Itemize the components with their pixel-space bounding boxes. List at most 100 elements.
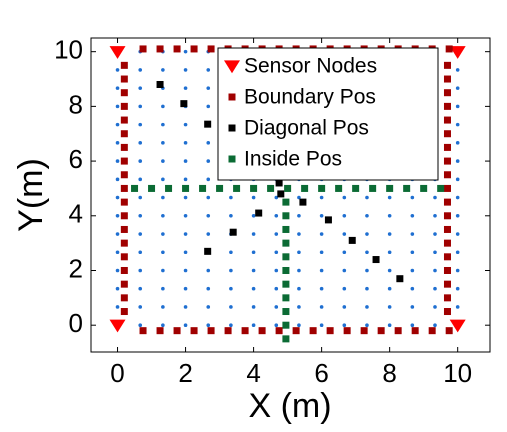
grid-dot — [433, 305, 437, 309]
triangle-marker — [449, 319, 466, 333]
grid-dot — [455, 86, 460, 90]
grid-dot — [183, 323, 188, 327]
grid-dot — [183, 49, 188, 54]
grid-dot — [183, 177, 188, 182]
grid-dot — [206, 268, 211, 273]
grid-dot — [183, 195, 188, 200]
grid-dot — [387, 250, 392, 255]
square-marker — [282, 321, 290, 329]
grid-dot — [433, 268, 437, 273]
grid-dot — [251, 268, 256, 273]
legend-label: Boundary Pos — [244, 86, 376, 109]
square-marker — [377, 327, 385, 335]
grid-dot — [183, 122, 188, 127]
grid-dot — [387, 232, 392, 236]
square-marker — [120, 253, 128, 261]
square-marker — [120, 198, 128, 206]
grid-dot — [365, 323, 369, 327]
grid-dot — [138, 268, 143, 273]
grid-dot — [229, 268, 233, 273]
grid-dot — [115, 177, 120, 182]
square-marker — [443, 212, 451, 220]
grid-dot — [183, 286, 188, 291]
grid-dot — [138, 250, 143, 255]
grid-dot — [138, 323, 143, 327]
triangle-marker — [109, 46, 126, 59]
square-marker — [228, 155, 236, 163]
grid-dot — [342, 232, 347, 236]
grid-dot — [138, 177, 143, 182]
grid-dot — [455, 213, 460, 218]
grid-dot — [319, 286, 324, 291]
y-tick-label: 10 — [54, 35, 83, 65]
y-tick-label: 0 — [69, 308, 83, 338]
square-marker — [190, 45, 198, 53]
square-marker — [443, 143, 451, 151]
grid-dot — [455, 177, 460, 182]
grid-dot — [115, 104, 120, 109]
grid-dot — [455, 141, 460, 145]
y-tick-label: 2 — [69, 253, 83, 283]
grid-dot — [297, 305, 301, 309]
square-marker — [443, 225, 451, 233]
square-marker — [156, 45, 164, 53]
grid-dot — [138, 141, 143, 145]
grid-dot — [455, 232, 460, 236]
square-marker — [282, 280, 290, 288]
grid-dot — [455, 159, 460, 163]
square-marker — [120, 116, 128, 124]
square-marker — [443, 102, 451, 110]
grid-dot — [319, 232, 324, 236]
grid-dot — [161, 250, 165, 255]
square-marker — [324, 216, 332, 224]
square-marker — [173, 327, 181, 335]
square-marker — [396, 275, 404, 283]
grid-dot — [387, 286, 392, 291]
grid-dot — [319, 250, 324, 255]
grid-dot — [433, 323, 437, 327]
grid-dot — [251, 250, 256, 255]
square-marker — [173, 45, 181, 53]
grid-dot — [297, 250, 301, 255]
square-marker — [120, 157, 128, 165]
x-axis-label: X (m) — [248, 387, 331, 425]
grid-dot — [183, 268, 188, 273]
square-marker — [282, 253, 290, 261]
grid-dot — [297, 268, 301, 273]
legend-label: Inside Pos — [244, 148, 342, 171]
grid-dot — [365, 195, 369, 200]
square-marker — [445, 327, 453, 335]
square-marker — [443, 184, 451, 192]
grid-dot — [410, 305, 415, 309]
square-marker — [120, 61, 128, 69]
square-marker — [403, 184, 411, 192]
square-marker — [282, 225, 290, 233]
square-marker — [120, 225, 128, 233]
grid-dot — [138, 122, 143, 127]
grid-dot — [229, 250, 233, 255]
square-marker — [228, 124, 236, 132]
grid-dot — [138, 213, 143, 218]
grid-dot — [387, 213, 392, 218]
grid-dot — [161, 141, 165, 145]
square-marker — [241, 327, 249, 335]
square-marker — [335, 184, 343, 192]
grid-dot — [229, 323, 233, 327]
grid-dot — [455, 250, 460, 255]
grid-dot — [251, 286, 256, 291]
triangle-marker — [109, 319, 126, 333]
square-marker — [258, 327, 266, 335]
grid-dot — [161, 159, 165, 163]
grid-dot — [206, 68, 211, 72]
grid-dot — [229, 195, 233, 200]
grid-dot — [115, 213, 120, 218]
grid-dot — [433, 250, 437, 255]
grid-dot — [161, 213, 165, 218]
square-marker — [131, 184, 139, 192]
square-marker — [120, 266, 128, 274]
grid-dot — [297, 286, 301, 291]
square-marker — [411, 327, 419, 335]
grid-dot — [365, 286, 369, 291]
square-marker — [443, 198, 451, 206]
square-marker — [443, 308, 451, 316]
